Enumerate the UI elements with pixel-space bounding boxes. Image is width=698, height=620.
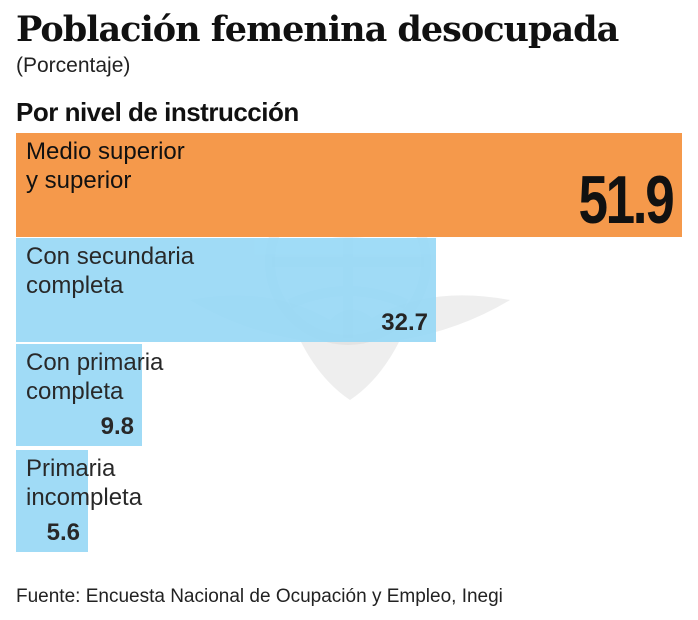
chart-title: Población femenina desocupada — [16, 9, 619, 50]
bar-value-label: 32.7 — [381, 309, 428, 336]
bar-1: Con secundaria completa 32.7 — [16, 238, 436, 342]
bar-value-label: 5.6 — [46, 519, 80, 546]
bar-2: Con primaria completa 9.8 — [16, 344, 163, 446]
bar-0: Medio superior y superior 51.9 — [16, 133, 682, 237]
bar-category-label: Primaria incompleta — [26, 455, 143, 511]
bar-category-label: Con secundaria completa — [26, 243, 195, 299]
bar-category-label: Con primaria completa — [26, 349, 164, 405]
bar-value-label: 9.8 — [100, 413, 134, 440]
bar-value-label: 51.9 — [578, 162, 674, 238]
section-label: Por nivel de instrucción — [16, 97, 299, 127]
source-note: Fuente: Encuesta Nacional de Ocupación y… — [16, 586, 503, 607]
bar-category-label: Medio superior y superior — [26, 138, 185, 194]
chart-subtitle: (Porcentaje) — [16, 54, 131, 77]
bar-3: Primaria incompleta 5.6 — [16, 450, 142, 552]
